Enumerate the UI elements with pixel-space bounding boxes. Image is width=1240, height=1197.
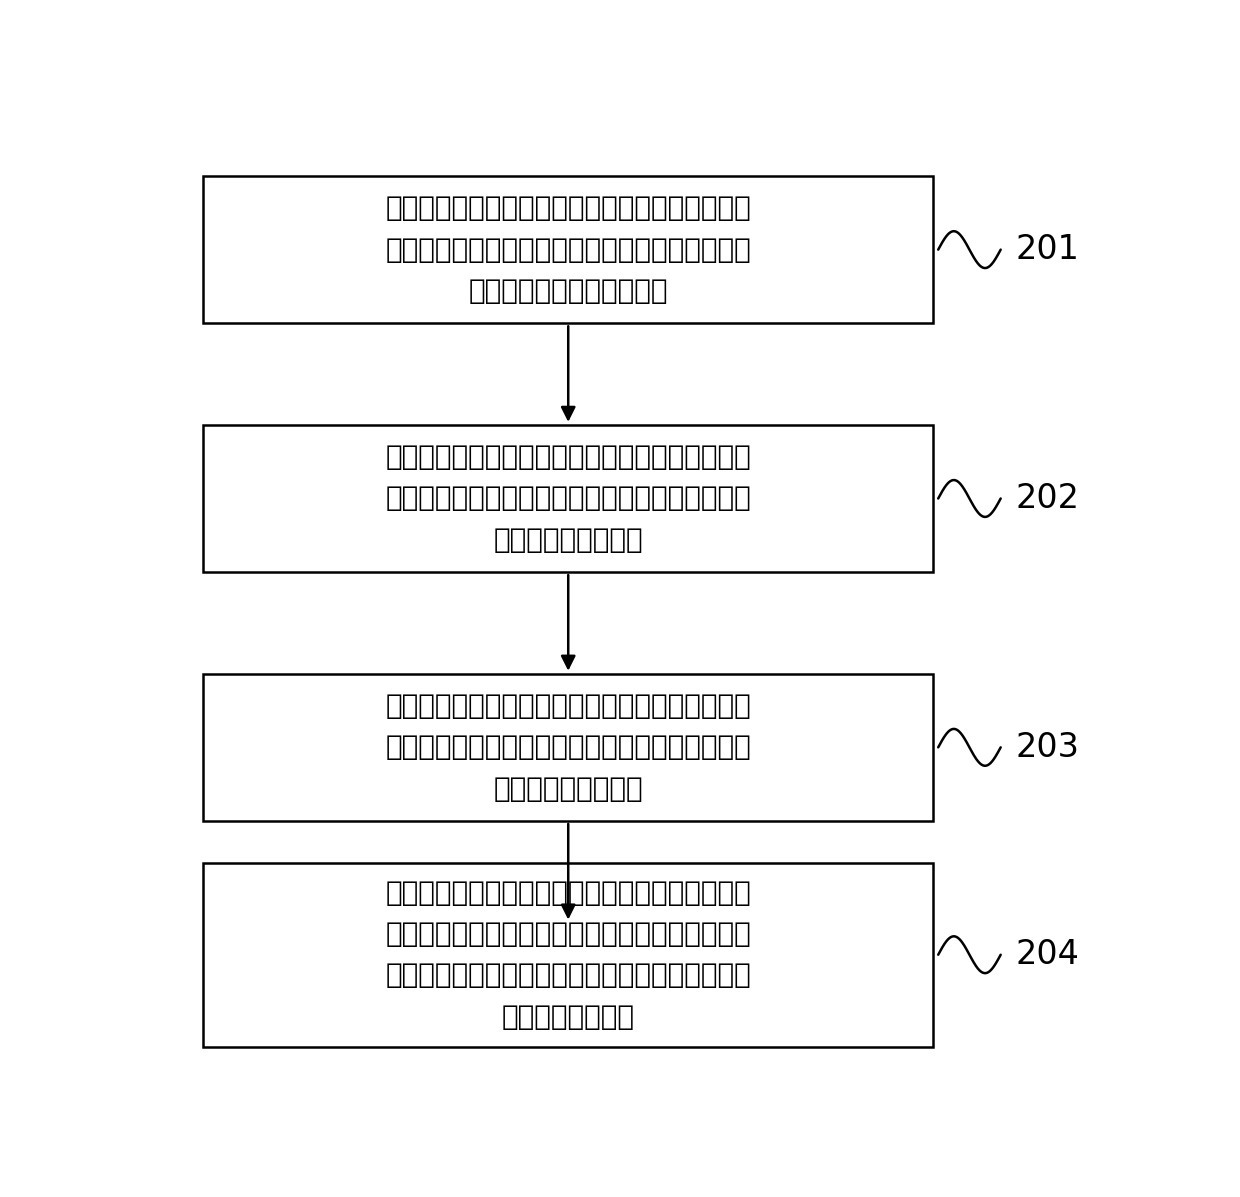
Text: 202: 202 bbox=[1016, 482, 1079, 515]
Text: 服务器根据第一定位基站接收的第二定位基站的激
光信号，确定第一定位基站在第二定位基站的局部
坐标系中的第一位置: 服务器根据第一定位基站接收的第二定位基站的激 光信号，确定第一定位基站在第二定位… bbox=[386, 443, 751, 554]
Bar bbox=[203, 425, 934, 572]
Text: 204: 204 bbox=[1016, 938, 1079, 971]
Bar bbox=[203, 176, 934, 323]
Text: 201: 201 bbox=[1016, 233, 1079, 266]
Text: 服务器获取第一定位基站的第一倾斜角和第二定位
基站的第二倾斜角；第一定位基站和第二定位基站
为多个定位基站中的任一个: 服务器获取第一定位基站的第一倾斜角和第二定位 基站的第二倾斜角；第一定位基站和第… bbox=[386, 194, 751, 305]
Text: 服务器根据第二定位基站接收的第一定位基站的激
光信号，确定第二定位基站在第一定位基站的局部
坐标系中的第二位置: 服务器根据第二定位基站接收的第一定位基站的激 光信号，确定第二定位基站在第一定位… bbox=[386, 692, 751, 802]
Text: 服务器根据第一倾斜角、第二倾斜角、第一位置和
第二位置，将第一定位基站的局部坐标系转换为第
一预设坐标系及将第二定位基站的局部坐标系转换
为第一预设坐标系: 服务器根据第一倾斜角、第二倾斜角、第一位置和 第二位置，将第一定位基站的局部坐标… bbox=[386, 879, 751, 1031]
Bar bbox=[203, 863, 934, 1047]
Text: 203: 203 bbox=[1016, 731, 1079, 764]
Bar bbox=[203, 674, 934, 821]
